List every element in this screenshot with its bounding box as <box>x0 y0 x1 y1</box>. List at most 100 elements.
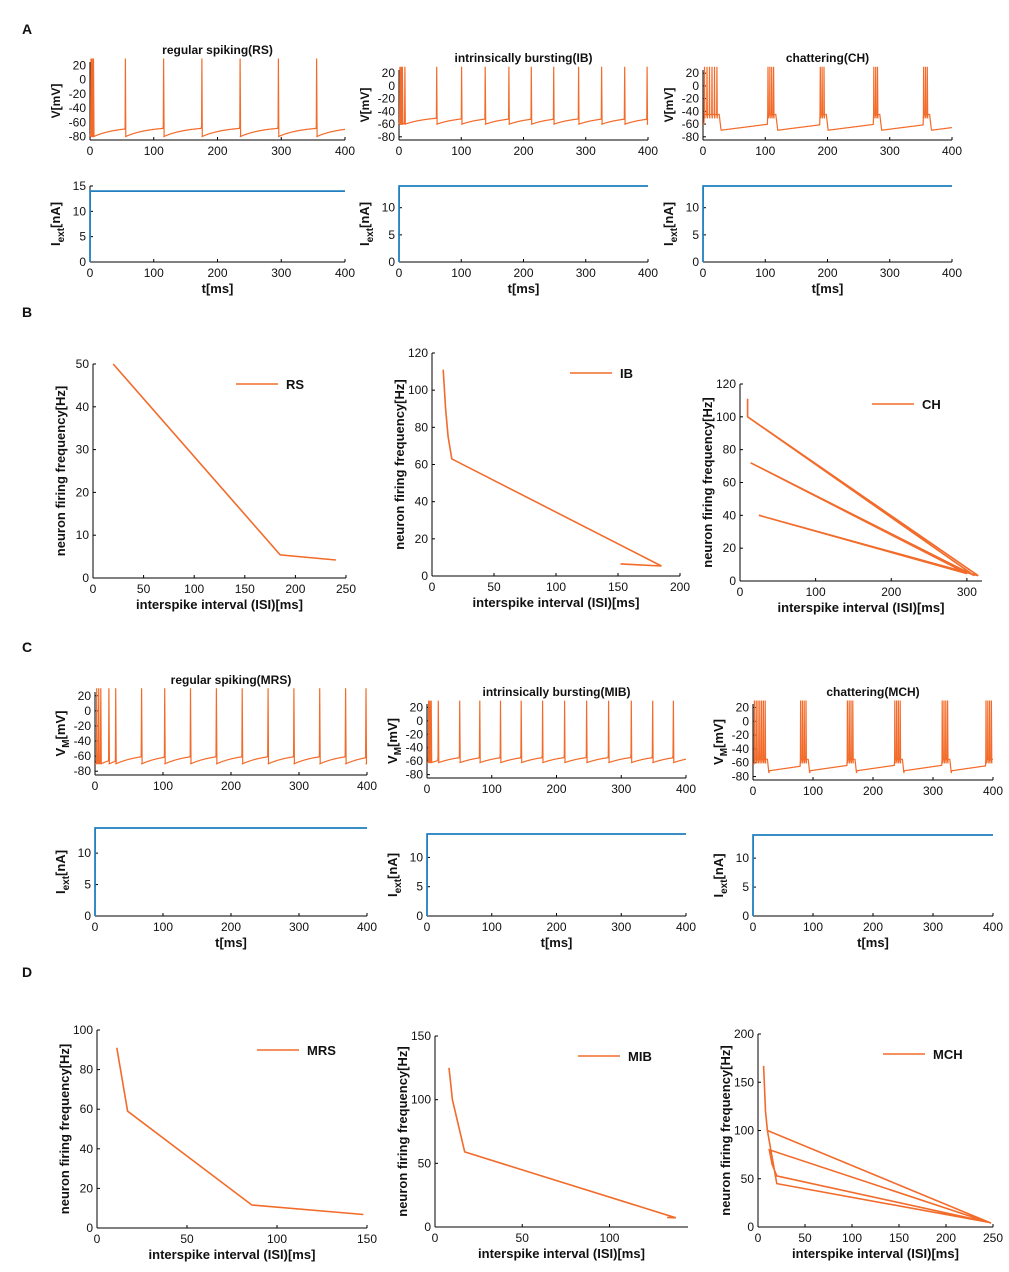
x-tick-label: 200 <box>670 580 690 594</box>
y-axis-label: VM[mV] <box>385 718 404 764</box>
current-series-line <box>752 834 993 917</box>
y-tick-label: 80 <box>80 1063 94 1077</box>
y-tick-label: -40 <box>682 104 700 118</box>
y-tick-label: 50 <box>76 357 90 371</box>
x-tick-label: 300 <box>289 920 309 934</box>
x-tick-label: 100 <box>184 582 204 596</box>
x-tick-label: 100 <box>451 144 471 158</box>
y-tick-label: 30 <box>76 443 90 457</box>
x-tick-label: 100 <box>451 266 471 280</box>
x-tick-label: 200 <box>207 266 227 280</box>
y-tick-label: 20 <box>78 689 92 703</box>
y-tick-label: -20 <box>682 92 700 106</box>
y-tick-label: 0 <box>79 73 86 87</box>
y-tick-label: 60 <box>723 476 737 490</box>
y-tick-label: 5 <box>742 880 749 894</box>
chart-title: regular spiking(RS) <box>162 43 273 57</box>
y-tick-label: -40 <box>378 104 396 118</box>
y-tick-label: 0 <box>388 255 395 269</box>
y-tick-label: 40 <box>76 400 90 414</box>
chart-title: intrinsically bursting(MIB) <box>482 685 630 699</box>
voltage-series-line <box>703 66 952 131</box>
y-tick-label: 100 <box>716 410 736 424</box>
y-tick-label: 100 <box>734 1124 754 1138</box>
x-tick-label: 300 <box>576 144 596 158</box>
y-axis-label: Iext[nA] <box>48 202 67 246</box>
x-axis-label: interspike interval (ISI)[ms] <box>778 600 945 615</box>
x-tick-label: 300 <box>611 920 631 934</box>
x-tick-label: 200 <box>817 266 837 280</box>
x-tick-label: 200 <box>817 144 837 158</box>
x-tick-label: 100 <box>806 585 826 599</box>
y-tick-label: 80 <box>723 443 737 457</box>
legend-label: MIB <box>628 1049 652 1064</box>
x-tick-label: 50 <box>180 1232 194 1246</box>
y-tick-label: 20 <box>80 1181 94 1195</box>
y-axis-label: neuron firing frequency[Hz] <box>395 1046 410 1216</box>
y-tick-label: 0 <box>84 909 91 923</box>
chart-a-rs-i: 0 100 200 300 400 0 5 10 15 t[ms] Iext[nA] <box>48 179 355 296</box>
y-tick-label: -80 <box>732 770 750 784</box>
x-tick-label: 400 <box>335 266 355 280</box>
y-tick-label: 20 <box>723 541 737 555</box>
y-tick-label: 80 <box>415 420 429 434</box>
panel-letter-b: B <box>22 304 32 320</box>
frequency-series-line <box>448 1067 677 1219</box>
x-tick-label: 400 <box>983 784 1003 798</box>
legend-label: IB <box>620 366 633 381</box>
chart-a-ch-i: 0 100 200 300 400 0 5 10 t[ms] Iext[nA] <box>661 185 962 296</box>
x-tick-label: 0 <box>424 920 431 934</box>
frequency-series-line <box>112 363 336 561</box>
x-tick-label: 0 <box>87 144 94 158</box>
y-tick-label: 20 <box>382 66 396 80</box>
y-tick-label: 20 <box>415 532 429 546</box>
x-tick-label: 50 <box>137 582 151 596</box>
chart-title: regular spiking(MRS) <box>171 673 292 687</box>
x-tick-label: 0 <box>92 779 99 793</box>
y-axis-label: VM[mV] <box>711 719 730 765</box>
y-tick-label: 200 <box>734 1027 754 1041</box>
y-tick-label: 60 <box>80 1102 94 1116</box>
current-series-line <box>94 827 367 917</box>
y-tick-label: -20 <box>378 92 396 106</box>
x-axis-label: interspike interval (ISI)[ms] <box>792 1246 959 1261</box>
voltage-series-line <box>753 700 993 774</box>
y-tick-label: 0 <box>416 909 423 923</box>
x-tick-label: 0 <box>755 1231 762 1245</box>
y-tick-label: -60 <box>732 756 750 770</box>
y-tick-label: -60 <box>74 749 92 763</box>
x-tick-label: 300 <box>576 266 596 280</box>
y-tick-label: 40 <box>415 495 429 509</box>
y-tick-label: -80 <box>378 130 396 144</box>
y-tick-label: 0 <box>692 255 699 269</box>
x-tick-label: 400 <box>335 144 355 158</box>
y-tick-label: 0 <box>424 1220 431 1234</box>
y-tick-label: 150 <box>734 1075 754 1089</box>
current-series-line <box>398 185 648 263</box>
y-axis-label: neuron firing frequency[Hz] <box>700 397 715 567</box>
panel-letter-a: A <box>22 21 32 37</box>
x-tick-label: 400 <box>638 266 658 280</box>
y-tick-label: 5 <box>79 230 86 244</box>
voltage-series-line <box>94 688 368 765</box>
chart-title: chattering(MCH) <box>826 685 919 699</box>
x-tick-label: 100 <box>144 266 164 280</box>
x-tick-label: 300 <box>611 782 631 796</box>
x-tick-label: 400 <box>983 920 1003 934</box>
x-tick-label: 50 <box>487 580 501 594</box>
y-tick-label: -80 <box>74 764 92 778</box>
x-tick-label: 400 <box>942 266 962 280</box>
y-tick-label: 0 <box>729 574 736 588</box>
voltage-series-line <box>89 58 345 138</box>
y-tick-label: 0 <box>86 1221 93 1235</box>
chart-c-mib-i: 0 100 200 300 400 0 5 10 t[ms] Iext[nA] <box>385 833 696 950</box>
x-tick-label: 200 <box>863 784 883 798</box>
x-axis-label: interspike interval (ISI)[ms] <box>478 1246 645 1261</box>
y-tick-label: 100 <box>408 383 428 397</box>
x-tick-label: 100 <box>599 1231 619 1245</box>
y-tick-label: -80 <box>406 768 424 782</box>
x-tick-label: 100 <box>803 920 823 934</box>
x-tick-label: 100 <box>546 580 566 594</box>
